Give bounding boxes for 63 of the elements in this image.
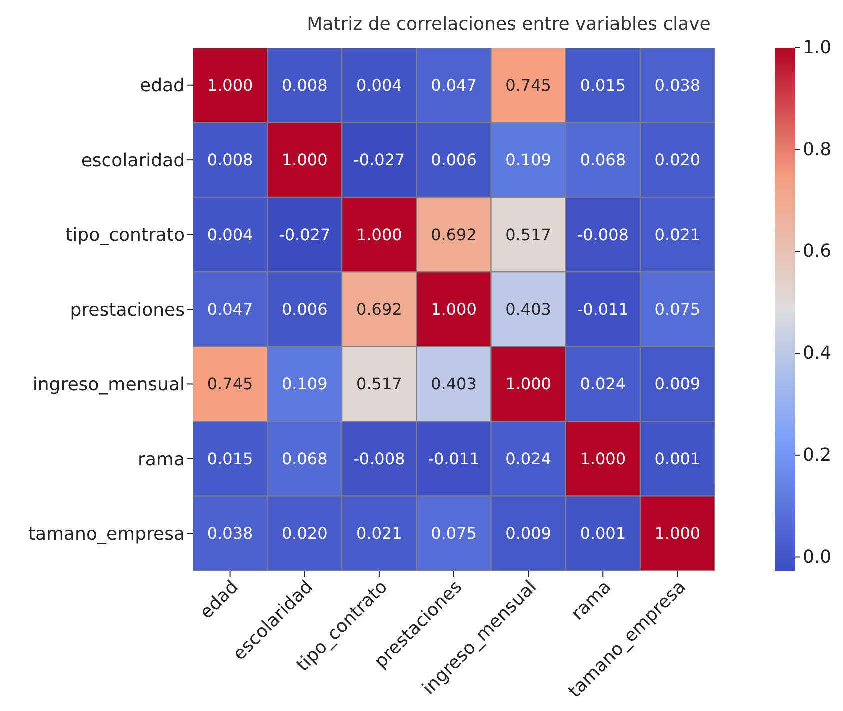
data-label: 0.008	[282, 76, 328, 95]
data-label: 0.517	[506, 225, 552, 244]
color-bar-label: 1.0	[803, 38, 832, 58]
data-label: -0.008	[354, 449, 406, 468]
data-label: 1.000	[506, 374, 552, 394]
data-label: 0.047	[207, 300, 254, 319]
y-tick-label: rama	[138, 449, 185, 470]
data-label: 0.692	[431, 225, 477, 244]
color-bar-label: 0.2	[803, 444, 832, 466]
data-label: 0.008	[207, 150, 254, 170]
y-tick-label: prestaciones	[70, 300, 185, 321]
data-label: 0.015	[580, 76, 626, 95]
data-label: 0.038	[207, 524, 254, 544]
color-bar-label: 0.6	[803, 241, 832, 262]
chart-title: Matriz de correlaciones entre variables clave	[306, 14, 712, 35]
y-tick-label: ingreso_mensual	[32, 374, 185, 396]
y-tick-label: tipo_contrato	[66, 225, 185, 246]
data-label: 0.001	[580, 524, 626, 544]
data-label: 0.020	[654, 150, 701, 170]
data-label: 0.024	[580, 374, 626, 394]
data-label: 0.009	[654, 374, 701, 394]
data-label: 1.000	[207, 76, 254, 95]
data-label: -0.011	[428, 449, 480, 468]
data-label: 0.004	[356, 76, 402, 95]
data-label: 0.075	[654, 300, 701, 319]
data-label: 1.000	[282, 150, 328, 170]
data-label: 1.000	[431, 300, 477, 319]
data-label: 0.068	[282, 449, 328, 468]
color-bar-label: 0.8	[803, 139, 832, 160]
data-label: 0.024	[506, 449, 552, 468]
data-label: 0.021	[654, 225, 701, 244]
color-bar-label: 0.4	[803, 343, 832, 364]
data-label: 0.068	[580, 150, 626, 170]
data-label: 0.745	[207, 374, 254, 394]
data-label: 0.021	[356, 524, 402, 544]
data-label: 0.109	[282, 374, 328, 394]
data-label: 0.015	[207, 449, 254, 468]
data-label: 0.109	[506, 150, 552, 170]
data-label: 0.403	[506, 300, 552, 319]
data-label: 1.000	[356, 225, 402, 244]
y-tick-label: edad	[140, 76, 185, 97]
data-label: 0.038	[654, 76, 701, 95]
data-label: 0.403	[431, 374, 477, 394]
data-label: 0.517	[356, 374, 402, 394]
data-label: 1.000	[580, 449, 626, 468]
data-label: 0.001	[654, 449, 701, 468]
data-label: 0.020	[282, 524, 328, 544]
data-label: 0.009	[506, 524, 552, 544]
y-tick-label: tamano_empresa	[28, 524, 185, 546]
data-label: 0.006	[431, 150, 477, 170]
data-label: 0.047	[431, 76, 477, 95]
data-label: 0.745	[506, 76, 552, 95]
data-label: -0.027	[279, 225, 331, 244]
data-label: 0.004	[207, 225, 254, 244]
data-label: 1.000	[654, 524, 701, 544]
data-label: 0.075	[431, 524, 477, 544]
data-label: -0.027	[354, 150, 406, 170]
data-label: -0.011	[577, 300, 629, 319]
data-label: -0.008	[577, 225, 629, 244]
data-label: 0.692	[356, 300, 402, 319]
y-tick-label: escolaridad	[81, 150, 185, 172]
color-bar-label: 0.0	[803, 546, 832, 568]
data-label: 0.006	[282, 300, 328, 319]
